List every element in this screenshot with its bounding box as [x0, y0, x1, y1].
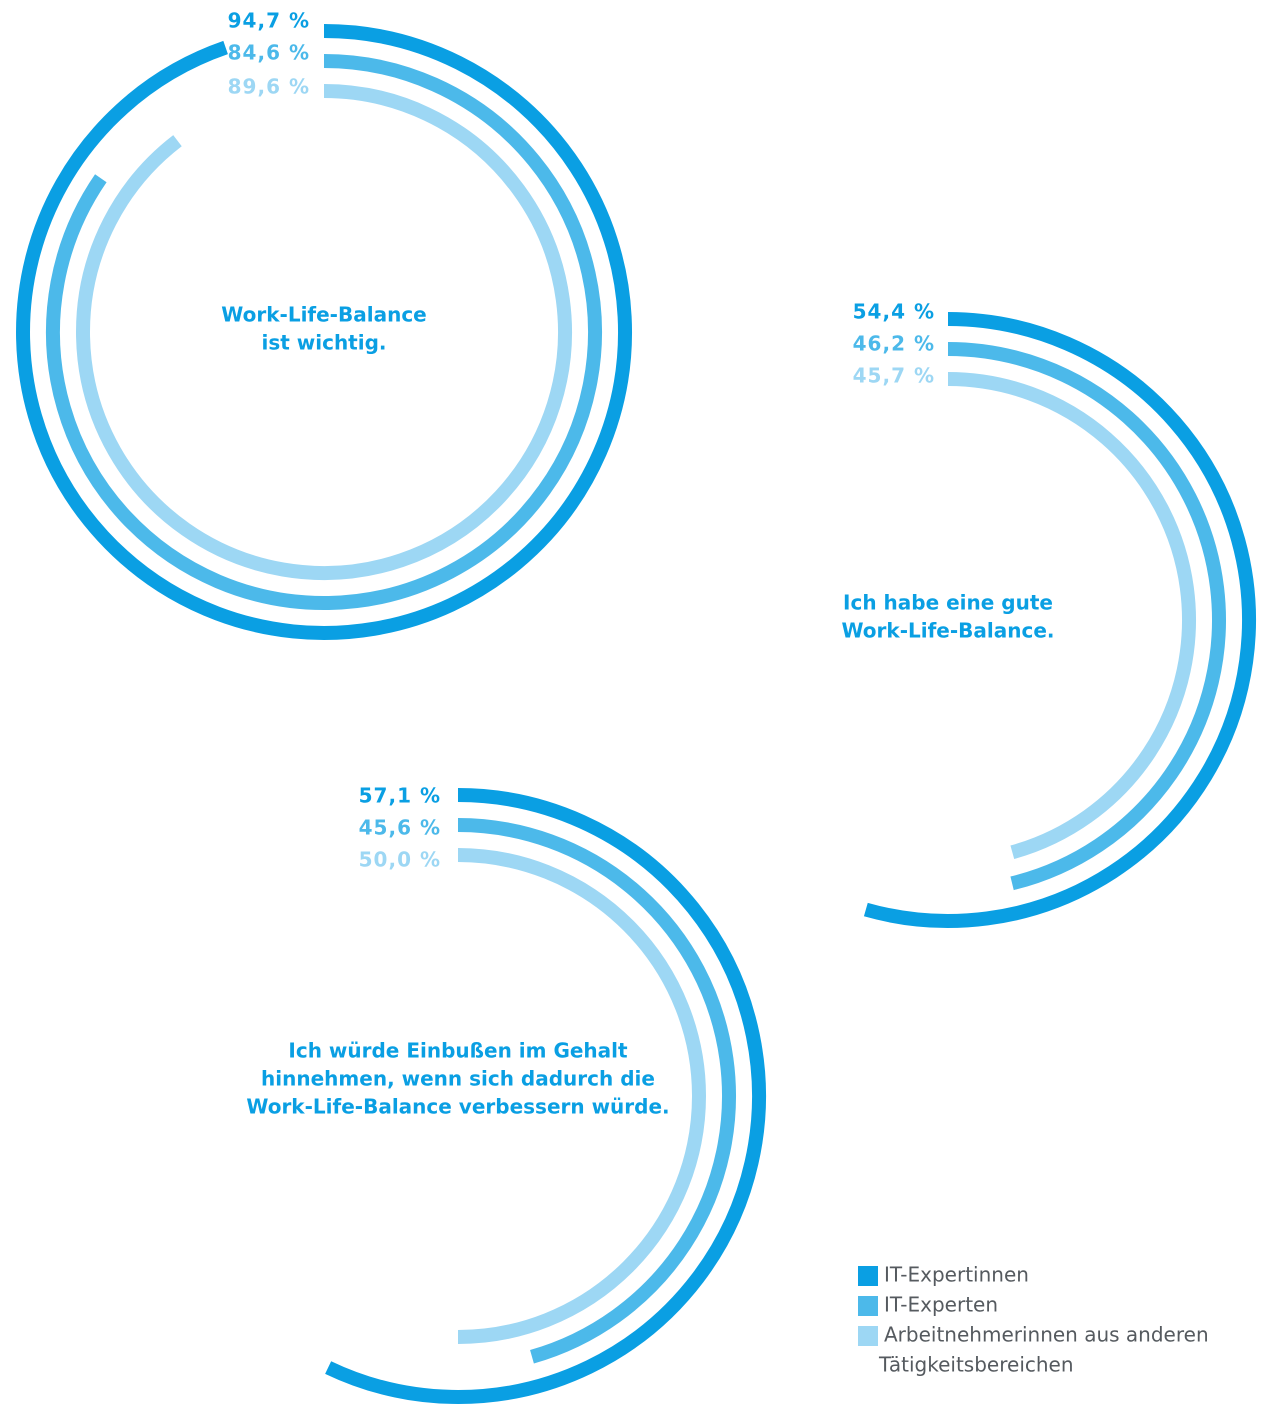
legend-swatch	[858, 1296, 878, 1316]
arc-it-expertinnen	[16, 24, 632, 640]
value-label: 46,2 %	[853, 332, 935, 356]
radial-chart-3: 57,1 % 45,6 % 50,0 % Ich würde Einbußen im …	[246, 784, 766, 1404]
legend: IT-Expertinnen IT-Experten Arbeitnehmerinn…	[858, 1263, 1209, 1377]
chart-title-line: hinnehmen, wenn sich dadurch die	[261, 1067, 655, 1091]
arc-arbeitnehmerinnen-aus-anderen-tätigkeitsbereichen	[947, 372, 1196, 860]
value-label: 89,6 %	[228, 75, 310, 99]
chart-title-line: ist wichtig.	[261, 331, 386, 355]
arc-arbeitnehmerinnen-aus-anderen-tätigkeitsbereichen	[76, 84, 572, 580]
legend-label: Arbeitnehmerinnen aus anderen	[884, 1323, 1209, 1347]
legend-swatch	[858, 1266, 878, 1286]
chart-title-line: Ich würde Einbußen im Gehalt	[288, 1039, 628, 1063]
arc-arbeitnehmerinnen-aus-anderen-tätigkeitsbereichen	[457, 848, 706, 1344]
chart-title-line: Ich habe eine gute	[843, 591, 1053, 615]
chart-title-line: Work-Life-Balance	[221, 303, 426, 327]
value-label: 94,7 %	[228, 9, 310, 33]
value-label: 54,4 %	[853, 300, 935, 324]
legend-label: IT-Expertinnen	[884, 1263, 1029, 1287]
arc-it-experten	[45, 54, 602, 610]
legend-swatch	[858, 1326, 878, 1346]
radial-chart-1: 94,7 % 84,6 % 89,6 % Work-Life-Balance ist w…	[16, 9, 632, 640]
legend-label: IT-Experten	[884, 1293, 998, 1317]
chart-title-line: Work-Life-Balance verbessern würde.	[246, 1095, 669, 1119]
chart-title-line: Work-Life-Balance.	[841, 619, 1054, 643]
value-label: 57,1 %	[359, 784, 441, 808]
arc-it-expertinnen	[863, 312, 1256, 928]
arc-it-experten	[947, 342, 1226, 891]
radial-chart-2: 54,4 % 46,2 % 45,7 % Ich habe eine gute Work…	[841, 300, 1256, 928]
arc-it-experten	[457, 818, 736, 1364]
value-label: 50,0 %	[359, 848, 441, 872]
value-label: 45,7 %	[853, 364, 935, 388]
legend-label: Tätigkeitsbereichen	[878, 1353, 1074, 1377]
value-label: 45,6 %	[359, 816, 441, 840]
value-label: 84,6 %	[228, 41, 310, 65]
arc-it-expertinnen	[325, 788, 766, 1404]
